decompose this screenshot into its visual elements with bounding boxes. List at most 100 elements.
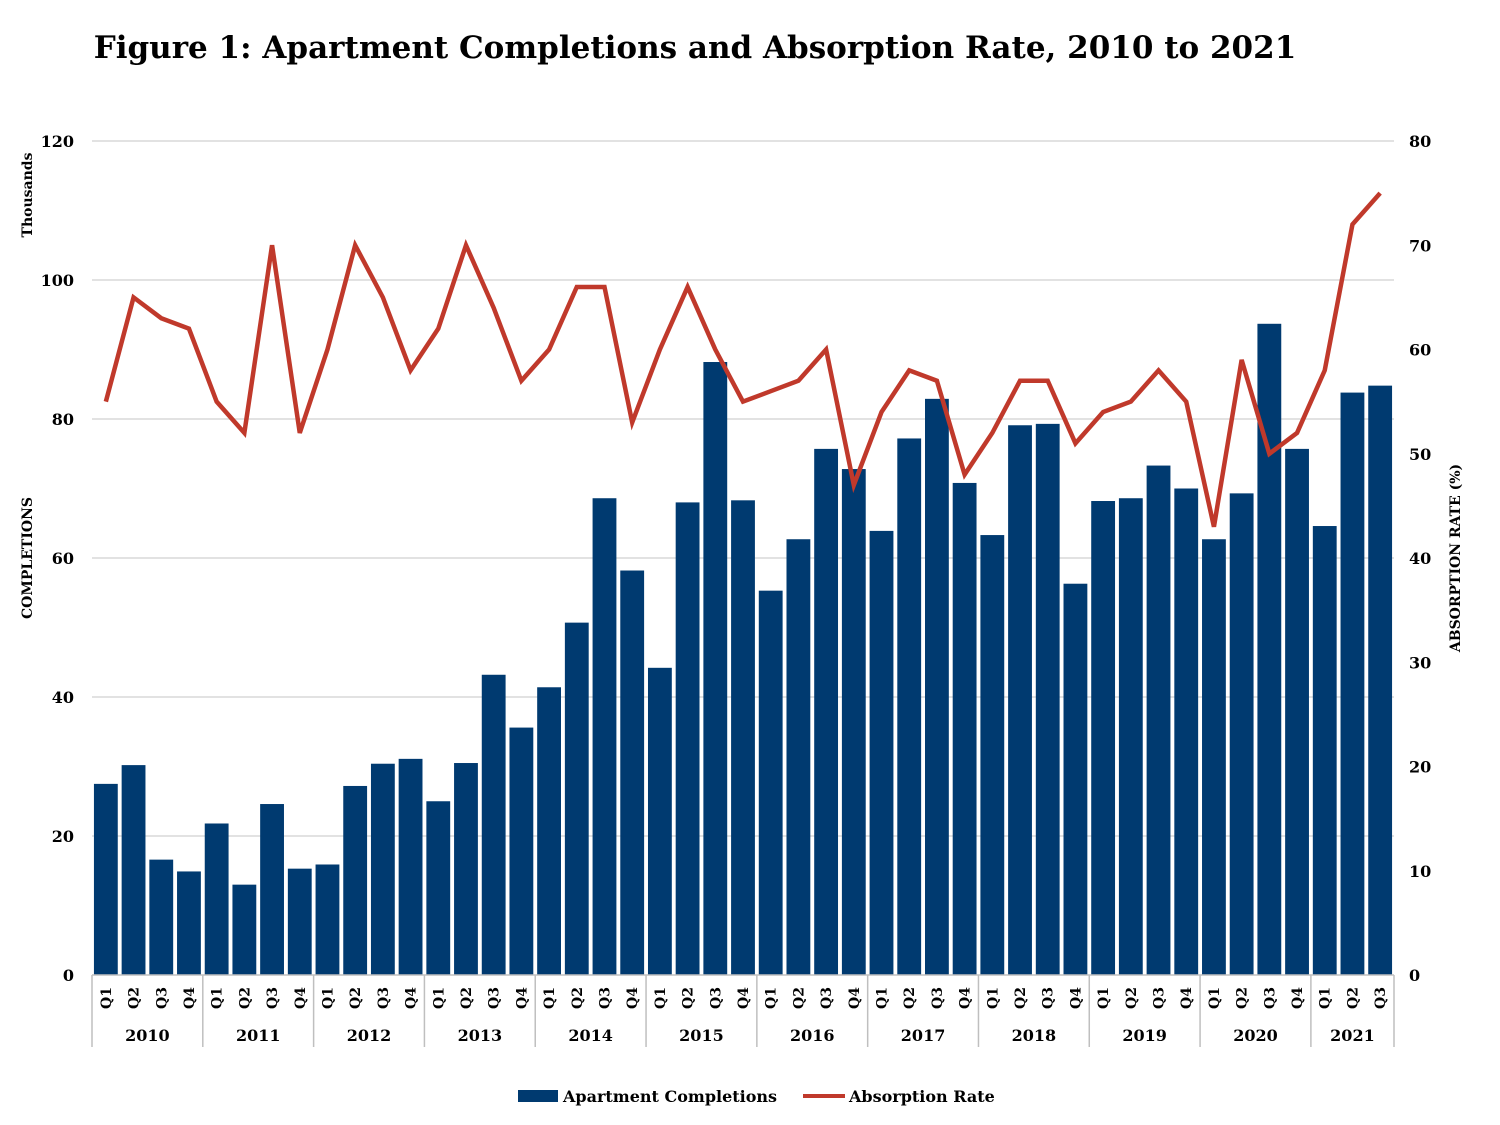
left-axis-title: COMPLETIONS (20, 497, 36, 619)
quarter-label: Q3 (1152, 987, 1168, 1009)
quarter-label: Q4 (1179, 987, 1195, 1009)
quarter-label: Q2 (1013, 987, 1029, 1009)
left-tick-label: 80 (52, 410, 74, 429)
completion-bar (177, 871, 201, 975)
quarter-label: Q2 (1235, 987, 1251, 1009)
left-tick-label: 100 (41, 271, 74, 290)
completion-bar (841, 469, 866, 975)
quarter-label: Q4 (1290, 987, 1306, 1009)
chart-title: Figure 1: Apartment Completions and Abso… (93, 30, 1297, 66)
left-tick-label: 60 (52, 549, 74, 568)
completion-bar (786, 539, 811, 975)
quarter-label: Q4 (847, 987, 863, 1009)
year-label: 2018 (1012, 1026, 1057, 1045)
completion-bar (1202, 539, 1226, 975)
completion-bar (1368, 385, 1393, 975)
quarter-label: Q1 (99, 987, 115, 1009)
quarter-label: Q3 (708, 987, 724, 1009)
completion-bar (1285, 448, 1309, 975)
quarter-label: Q3 (597, 987, 613, 1009)
quarter-label: Q2 (1124, 987, 1140, 1009)
quarter-label: Q1 (653, 987, 669, 1009)
legend-label-completions: Apartment Completions (562, 1087, 777, 1106)
right-tick-label: 30 (1409, 653, 1431, 672)
completion-bar (315, 864, 340, 975)
absorption-rate-line (103, 191, 1382, 528)
quarter-label: Q2 (791, 987, 807, 1009)
completion-bar (1063, 583, 1088, 975)
quarter-label: Q1 (542, 987, 558, 1009)
quarter-label: Q3 (1041, 987, 1057, 1009)
year-label: 2012 (347, 1026, 392, 1045)
completion-bar (509, 727, 534, 975)
left-tick-label: 120 (41, 132, 74, 151)
year-label: 2013 (458, 1026, 503, 1045)
quarter-label: Q4 (514, 987, 530, 1009)
quarter-label: Q3 (487, 987, 503, 1009)
axes (91, 974, 1395, 1047)
quarter-label: Q4 (736, 987, 752, 1009)
right-tick-label: 60 (1409, 341, 1431, 360)
completion-bar (731, 500, 755, 975)
quarter-label: Q2 (570, 987, 586, 1009)
quarter-label: Q4 (625, 987, 641, 1009)
quarter-label: Q1 (431, 987, 447, 1009)
legend-label-absorption: Absorption Rate (848, 1087, 995, 1106)
quarter-label: Q4 (1068, 987, 1084, 1009)
completion-bar (869, 530, 894, 975)
right-tick-label: 70 (1409, 236, 1431, 255)
quarter-label: Q1 (875, 987, 891, 1009)
completion-bar (93, 783, 118, 975)
year-label: 2014 (568, 1026, 613, 1045)
completion-bar (1091, 501, 1116, 975)
completion-bar (1174, 488, 1199, 975)
completion-bar (260, 804, 284, 975)
absorption-line-group (103, 191, 1382, 528)
quarter-label: Q2 (237, 987, 253, 1009)
year-label: 2019 (1122, 1026, 1167, 1045)
completion-bar (1146, 465, 1171, 975)
quarter-label: Q2 (459, 987, 475, 1009)
quarter-label: Q3 (819, 987, 835, 1009)
completion-bar (758, 590, 783, 975)
year-label: 2017 (901, 1026, 946, 1045)
quarter-label: Q3 (265, 987, 281, 1009)
completion-bar (952, 482, 977, 975)
year-label: 2021 (1330, 1026, 1375, 1045)
quarter-label: Q4 (293, 987, 309, 1009)
completion-bar (232, 884, 257, 975)
quarter-label: Q3 (1373, 987, 1389, 1009)
quarter-label: Q3 (376, 987, 392, 1009)
quarter-label: Q1 (1207, 987, 1223, 1009)
legend-swatch-completions (518, 1090, 558, 1102)
completion-bar (1008, 425, 1032, 975)
completion-bar (620, 570, 645, 975)
completion-bar (204, 823, 229, 975)
quarter-label: Q3 (1262, 987, 1278, 1009)
left-tick-label: 0 (63, 966, 74, 985)
completion-bar (1229, 493, 1254, 975)
completion-bar (1312, 526, 1337, 975)
quarter-label: Q1 (320, 987, 336, 1009)
year-label: 2016 (790, 1026, 835, 1045)
quarter-label: Q2 (1345, 987, 1361, 1009)
quarter-label: Q2 (127, 987, 143, 1009)
left-tick-label: 40 (52, 688, 74, 707)
quarter-label: Q1 (985, 987, 1001, 1009)
right-tick-label: 80 (1409, 132, 1431, 151)
completion-bar (1035, 423, 1060, 975)
quarter-label: Q2 (681, 987, 697, 1009)
quarter-label: Q1 (764, 987, 780, 1009)
completion-bar (814, 448, 839, 975)
completion-bar (897, 438, 922, 976)
quarter-label: Q2 (902, 987, 918, 1009)
completion-bar (426, 801, 451, 975)
right-axis-title: ABSORPTION RATE (%) (1448, 464, 1464, 653)
quarter-label: Q1 (210, 987, 226, 1009)
right-tick-label: 0 (1409, 966, 1420, 985)
completion-bar (454, 763, 478, 975)
quarter-label: Q4 (182, 987, 198, 1009)
year-label: 2011 (236, 1026, 281, 1045)
completion-bar (980, 535, 1005, 975)
